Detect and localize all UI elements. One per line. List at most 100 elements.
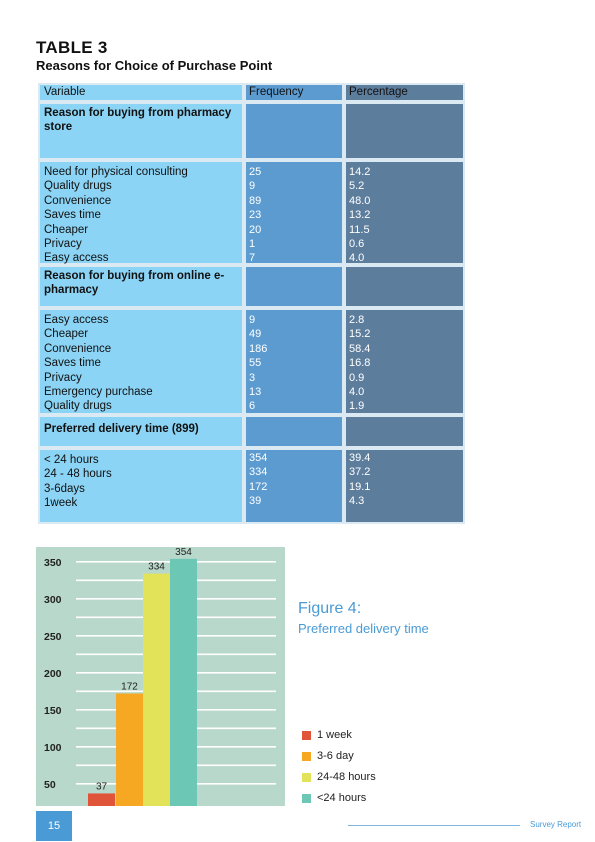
legend-swatch xyxy=(302,751,311,761)
section-values-row: Easy access Cheaper Convenience Saves ti… xyxy=(38,308,465,415)
percentage-list: 39.4 37.2 19.1 4.3 xyxy=(344,448,465,524)
bar-24-48-hours xyxy=(143,573,170,806)
percentage-value: 19.1 xyxy=(349,480,371,493)
header-variable: Variable xyxy=(38,83,244,102)
legend-item: 3-6 day xyxy=(302,750,354,762)
variable-item: Quality drugs xyxy=(44,400,112,413)
y-tick-label: 200 xyxy=(44,668,62,680)
percentage-value: 5.2 xyxy=(349,180,365,193)
section-heading-row: Preferred delivery time (899) xyxy=(38,415,465,448)
legend-label: <24 hours xyxy=(317,792,367,804)
percentage-value: 58.4 xyxy=(349,342,371,355)
bar-data-label: 37 xyxy=(96,781,108,792)
frequency-value: 25 xyxy=(249,166,262,178)
y-tick-label: 350 xyxy=(44,557,62,569)
legend-swatch xyxy=(302,793,311,803)
table-header-row: Variable Frequency Percentage xyxy=(38,83,465,102)
percentage-value: 4.0 xyxy=(349,252,365,265)
percentage-value: 14.2 xyxy=(349,166,371,178)
section-heading-percentage xyxy=(344,102,465,160)
bar--24-hours xyxy=(170,558,197,806)
variable-item: Privacy xyxy=(44,371,82,384)
variable-list: < 24 hours 24 - 48 hours 3-6days 1week xyxy=(38,448,244,524)
variable-list: Need for physical consulting Quality dru… xyxy=(38,160,244,265)
frequency-value: 334 xyxy=(249,466,268,479)
frequency-value: 172 xyxy=(249,480,268,493)
y-tick-label: 150 xyxy=(44,705,62,717)
frequency-value: 3 xyxy=(249,371,256,384)
bar-3-6-day xyxy=(116,693,143,806)
variable-list: Easy access Cheaper Convenience Saves ti… xyxy=(38,308,244,415)
legend-label: 3-6 day xyxy=(317,750,354,762)
page-number: 15 xyxy=(36,811,72,841)
header-percentage: Percentage xyxy=(344,83,465,102)
frequency-value: 20 xyxy=(249,223,262,236)
variable-item: Saves time xyxy=(44,357,101,370)
footer-label: Survey Report xyxy=(530,820,582,829)
y-tick-label: 50 xyxy=(44,779,56,791)
bar-data-label: 334 xyxy=(148,562,165,573)
frequency-list: 9 49 186 55 3 13 6 xyxy=(244,308,344,415)
section-heading-frequency xyxy=(244,265,344,308)
section-heading-row: Reason for buying from pharmacy store xyxy=(38,102,465,160)
percentage-value: 0.9 xyxy=(349,371,365,384)
variable-item: 1week xyxy=(44,497,78,510)
percentage-value: 4.0 xyxy=(349,386,365,399)
percentage-value: 0.6 xyxy=(349,238,365,251)
percentage-value: 11.5 xyxy=(349,223,370,236)
section-heading-percentage xyxy=(344,265,465,308)
bar-chart-svg: 50 100 150 200 250 300 350 37 172 334 354 xyxy=(44,542,276,806)
frequency-list: 25 9 89 23 20 1 7 xyxy=(244,160,344,265)
percentage-list: 2.8 15.2 58.4 16.8 0.9 4.0 1.9 xyxy=(344,308,465,415)
variable-item: Need for physical consulting xyxy=(44,166,188,178)
legend-item: 1 week xyxy=(302,729,352,741)
frequency-value: 49 xyxy=(249,328,262,341)
variable-item: Convenience xyxy=(44,342,112,355)
variable-item: Privacy xyxy=(44,238,82,251)
frequency-value: 354 xyxy=(249,452,268,464)
y-tick-label: 100 xyxy=(44,742,62,754)
section-values-row: Need for physical consulting Quality dru… xyxy=(38,160,465,265)
legend-item: <24 hours xyxy=(302,792,366,804)
percentage-value: 2.8 xyxy=(349,314,365,326)
bar-1-week xyxy=(88,793,115,806)
figure-subtitle: Preferred delivery time xyxy=(298,621,429,636)
section-heading-percentage xyxy=(344,415,465,448)
figure-title: Figure 4: xyxy=(298,600,362,617)
percentage-list: 14.2 5.2 48.0 13.2 11.5 0.6 4.0 xyxy=(344,160,465,265)
frequency-value: 89 xyxy=(249,194,262,207)
percentage-value: 1.9 xyxy=(349,400,365,413)
footer-divider xyxy=(348,825,520,826)
bar-data-label: 354 xyxy=(175,547,192,558)
frequency-value: 9 xyxy=(249,180,256,193)
frequency-value: 39 xyxy=(249,495,262,508)
variable-item: Cheaper xyxy=(44,328,89,341)
section-heading: Reason for buying from online e-pharmacy xyxy=(38,265,244,308)
table-subtitle: Reasons for Choice of Purchase Point xyxy=(36,58,273,73)
frequency-value: 7 xyxy=(249,252,256,265)
variable-item: Convenience xyxy=(44,194,112,207)
legend-swatch xyxy=(302,730,311,740)
variable-item: 24 - 48 hours xyxy=(44,468,112,481)
variable-item: 3-6days xyxy=(44,482,85,495)
variable-item: Saves time xyxy=(44,209,101,222)
legend-swatch xyxy=(302,772,311,782)
section-heading: Preferred delivery time (899) xyxy=(38,415,244,448)
bar-data-label: 172 xyxy=(121,682,138,693)
y-tick-label: 250 xyxy=(44,631,62,643)
legend-item: 24-48 hours xyxy=(302,771,376,783)
section-heading-frequency xyxy=(244,415,344,448)
percentage-value: 15.2 xyxy=(349,328,371,341)
percentage-value: 4.3 xyxy=(349,495,365,508)
percentage-value: 16.8 xyxy=(349,357,371,370)
variable-item: Quality drugs xyxy=(44,180,112,193)
section-values-row: < 24 hours 24 - 48 hours 3-6days 1week 3… xyxy=(38,448,465,524)
frequency-value: 23 xyxy=(249,209,262,222)
section-heading-row: Reason for buying from online e-pharmacy xyxy=(38,265,465,308)
legend-label: 1 week xyxy=(317,729,352,741)
variable-item: < 24 hours xyxy=(44,454,99,466)
percentage-value: 39.4 xyxy=(349,452,371,464)
frequency-value: 55 xyxy=(249,357,262,370)
percentage-value: 37.2 xyxy=(349,466,371,479)
delivery-time-chart: 50 100 150 200 250 300 350 37 172 334 354 xyxy=(36,542,285,806)
